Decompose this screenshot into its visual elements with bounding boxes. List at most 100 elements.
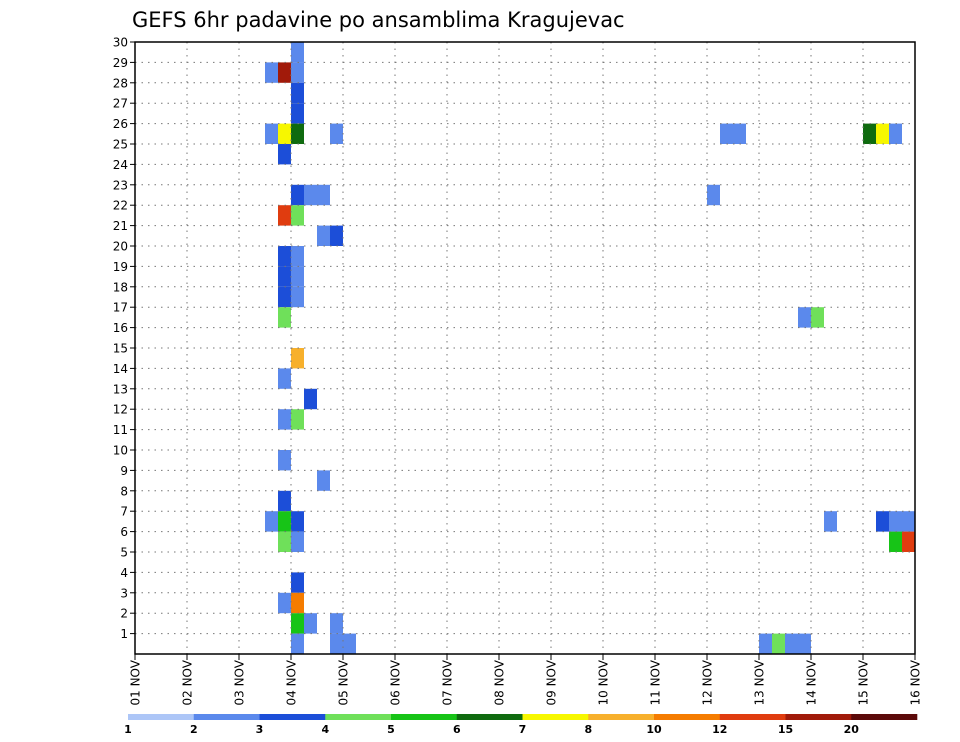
x-tick-label: 01 NOV (129, 659, 143, 705)
x-tick-label: 10 NOV (597, 659, 611, 705)
y-tick-label: 30 (113, 36, 128, 50)
heatmap-cell (291, 531, 304, 552)
heatmap-cell (265, 123, 278, 144)
heatmap-cell (876, 511, 889, 532)
heatmap-cell (902, 511, 915, 532)
y-tick-label: 26 (113, 117, 128, 131)
heatmap-cell (811, 307, 824, 328)
heatmap-cell (798, 633, 811, 654)
heatmap-cell (291, 205, 304, 226)
y-tick-label: 15 (113, 342, 128, 356)
y-tick-label: 10 (113, 444, 128, 458)
heatmap-cell (291, 572, 304, 593)
y-tick-label: 17 (113, 301, 128, 315)
colorbar: 1 2 3 4 5 6 7 8 10 12 15 20 (124, 714, 918, 736)
heatmap-cell (291, 592, 304, 614)
heatmap-cell (317, 470, 330, 491)
heatmap-cell (863, 123, 876, 144)
heatmap-cell (278, 144, 291, 165)
heatmap-cell (291, 348, 304, 369)
heatmap-cell (304, 613, 317, 634)
heatmap-cell (330, 225, 343, 246)
y-tick-label: 16 (113, 321, 128, 335)
y-tick-label: 28 (113, 76, 128, 90)
y-tick-label: 11 (113, 423, 128, 437)
heatmap-cell (330, 123, 343, 144)
heatmap-cell (291, 62, 304, 83)
heatmap-cell (304, 388, 317, 410)
heatmap-cell (291, 42, 304, 63)
y-tick-label: 1 (120, 627, 128, 641)
heatmap-cell (291, 103, 304, 124)
colorbar-label: 20 (844, 723, 860, 736)
axes-layer: 1234567891011121314151617181920212223242… (113, 36, 923, 706)
heatmap-cell (733, 123, 746, 144)
heatmap-cell (278, 123, 291, 144)
heatmap-cell (278, 511, 291, 532)
y-tick-label: 14 (113, 362, 128, 376)
colorbar-segment (588, 714, 655, 720)
heatmap-cell (278, 409, 291, 430)
x-tick-label: 12 NOV (701, 659, 715, 705)
x-tick-label: 14 NOV (805, 659, 819, 705)
heatmap-cell (291, 123, 304, 144)
colorbar-segment (325, 714, 392, 720)
colorbar-label: 2 (190, 723, 198, 736)
colorbar-label: 12 (712, 723, 727, 736)
heatmap-cell (265, 62, 278, 83)
heatmap-cell (291, 82, 304, 104)
heatmap-cell (291, 184, 304, 206)
x-tick-label: 13 NOV (753, 659, 767, 705)
colorbar-segment (128, 714, 195, 720)
x-tick-label: 08 NOV (493, 659, 507, 705)
colorbar-segment (719, 714, 786, 720)
heatmap-cell (278, 531, 291, 552)
y-tick-label: 6 (120, 525, 128, 539)
heatmap-cell (278, 266, 291, 287)
colorbar-label: 4 (321, 723, 329, 736)
heatmap-cell (265, 511, 278, 532)
heatmap-cell (291, 511, 304, 532)
heatmap-cell (330, 613, 343, 634)
x-tick-label: 07 NOV (441, 659, 455, 705)
heatmap-cell (798, 307, 811, 328)
x-tick-label: 02 NOV (181, 659, 195, 705)
heatmap-cell (291, 409, 304, 430)
y-tick-label: 21 (113, 219, 128, 233)
colorbar-segment (785, 714, 852, 720)
y-tick-label: 19 (113, 260, 128, 274)
grid-layer (135, 42, 915, 654)
colorbar-segment (654, 714, 721, 720)
colorbar-segment (522, 714, 589, 720)
colorbar-label: 10 (646, 723, 662, 736)
y-tick-label: 4 (120, 566, 128, 580)
x-tick-label: 03 NOV (233, 659, 247, 705)
colorbar-label: 3 (256, 723, 264, 736)
colorbar-label: 8 (584, 723, 592, 736)
y-tick-label: 7 (120, 505, 128, 519)
heatmap-cell (278, 490, 291, 512)
heatmap-cell (291, 246, 304, 267)
x-tick-label: 06 NOV (389, 659, 403, 705)
heatmap-cell (889, 123, 902, 144)
x-tick-label: 15 NOV (857, 659, 871, 705)
x-tick-label: 16 NOV (909, 659, 923, 705)
colorbar-label: 5 (387, 723, 395, 736)
heatmap-cell (785, 633, 798, 654)
y-tick-label: 9 (120, 464, 128, 478)
heatmap-cell (278, 286, 291, 308)
colorbar-label: 1 (124, 723, 132, 736)
heatmap-cell (278, 450, 291, 471)
y-tick-label: 22 (113, 199, 128, 213)
heatmap-cell (291, 613, 304, 634)
heatmap-cell (278, 205, 291, 226)
y-tick-label: 8 (120, 484, 128, 498)
colorbar-label: 7 (519, 723, 527, 736)
colorbar-label: 15 (778, 723, 793, 736)
y-tick-label: 20 (113, 240, 128, 254)
heatmap-cell (330, 633, 343, 654)
heatmap-cell (291, 633, 304, 654)
heatmap-cell (707, 184, 720, 206)
y-tick-label: 18 (113, 280, 128, 294)
